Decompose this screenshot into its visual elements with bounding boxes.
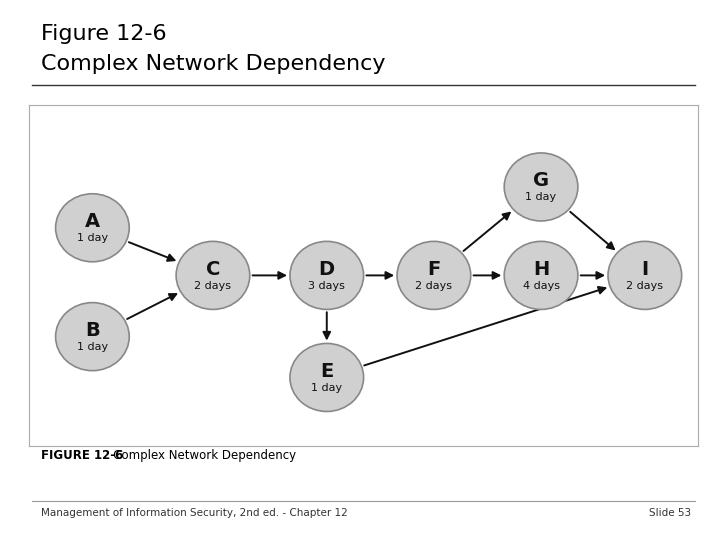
Text: 1 day: 1 day <box>311 383 342 393</box>
Ellipse shape <box>397 241 471 309</box>
Text: 2 days: 2 days <box>626 281 663 291</box>
Text: Complex Network Dependency: Complex Network Dependency <box>41 54 385 74</box>
Text: 1 day: 1 day <box>526 192 557 202</box>
Text: FIGURE 12-6: FIGURE 12-6 <box>41 449 123 462</box>
Text: 1 day: 1 day <box>77 233 108 243</box>
Ellipse shape <box>290 343 364 411</box>
Text: 1 day: 1 day <box>77 342 108 352</box>
Ellipse shape <box>504 241 578 309</box>
Ellipse shape <box>608 241 682 309</box>
Text: E: E <box>320 362 333 381</box>
Text: Slide 53: Slide 53 <box>649 508 691 518</box>
Text: I: I <box>642 260 649 279</box>
Text: G: G <box>533 171 549 190</box>
Text: A: A <box>85 212 100 231</box>
Ellipse shape <box>504 153 578 221</box>
Text: F: F <box>427 260 441 279</box>
Text: 2 days: 2 days <box>194 281 231 291</box>
Ellipse shape <box>176 241 250 309</box>
Text: D: D <box>319 260 335 279</box>
Text: C: C <box>206 260 220 279</box>
Text: B: B <box>85 321 100 340</box>
Text: 2 days: 2 days <box>415 281 452 291</box>
Ellipse shape <box>55 302 130 370</box>
Text: Complex Network Dependency: Complex Network Dependency <box>102 449 297 462</box>
Ellipse shape <box>55 194 130 262</box>
Text: Figure 12-6: Figure 12-6 <box>41 24 166 44</box>
Text: 3 days: 3 days <box>308 281 345 291</box>
Text: 4 days: 4 days <box>523 281 559 291</box>
Text: H: H <box>533 260 549 279</box>
Ellipse shape <box>290 241 364 309</box>
Text: Management of Information Security, 2nd ed. - Chapter 12: Management of Information Security, 2nd … <box>41 508 348 518</box>
